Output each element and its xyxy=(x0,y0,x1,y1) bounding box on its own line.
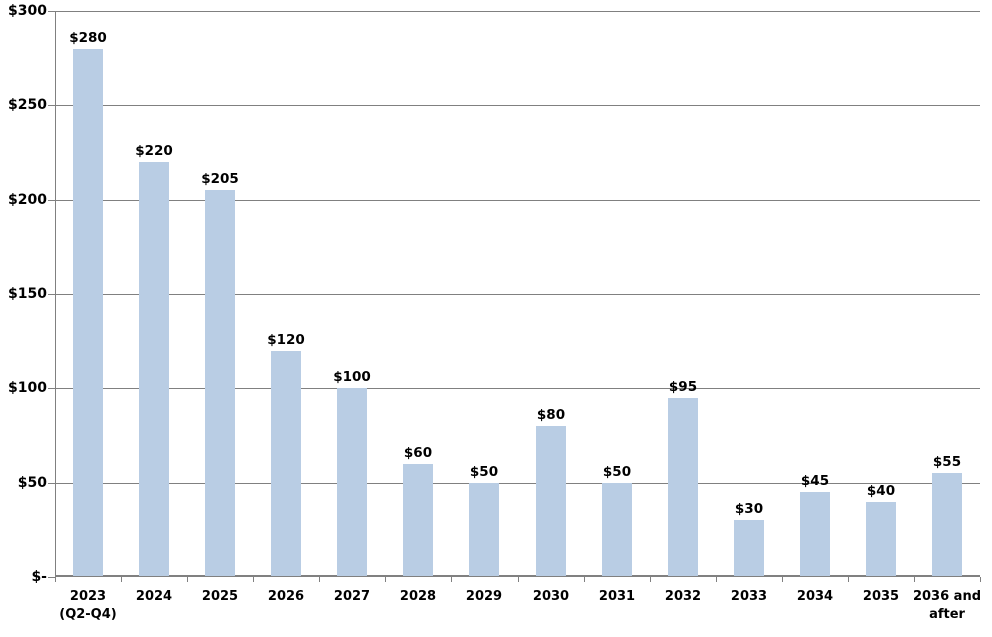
y-axis-tick xyxy=(48,200,55,201)
x-category-label: 2033 xyxy=(730,589,768,604)
y-axis-tick xyxy=(48,388,55,389)
bar xyxy=(800,492,830,576)
y-axis-tick xyxy=(48,11,55,12)
x-category-label: 2027 xyxy=(333,589,371,604)
x-axis-tick xyxy=(187,577,188,582)
bar-value-label: $40 xyxy=(866,483,896,499)
bar-value-label: $55 xyxy=(932,454,962,470)
bar-value-label: $45 xyxy=(800,473,830,489)
x-category-label: 2036 and after xyxy=(912,589,982,622)
x-axis-line xyxy=(55,575,980,577)
bar-value-label: $205 xyxy=(201,171,239,187)
bar-value-label: $30 xyxy=(734,501,764,517)
y-axis-line xyxy=(55,11,56,582)
x-category-label: 2029 xyxy=(465,589,503,604)
y-tick-label: $150 xyxy=(8,286,47,302)
x-category-label: 2032 xyxy=(664,589,702,604)
x-axis-tick xyxy=(55,577,56,582)
bar xyxy=(403,464,433,576)
bar-value-label: $50 xyxy=(602,464,632,480)
gridline xyxy=(55,200,980,201)
bar xyxy=(536,426,566,576)
x-axis-tick xyxy=(716,577,717,582)
x-category-label: 2023 (Q2-Q4) xyxy=(59,589,117,622)
x-axis-tick xyxy=(518,577,519,582)
x-category-label: 2035 xyxy=(862,589,900,604)
x-category-label: 2028 xyxy=(399,589,437,604)
bar xyxy=(668,398,698,576)
bar-value-label: $50 xyxy=(469,464,499,480)
bar xyxy=(73,49,103,576)
bar xyxy=(469,483,499,576)
x-category-label: 2026 xyxy=(267,589,305,604)
y-tick-label: $- xyxy=(31,569,47,585)
gridline xyxy=(55,105,980,106)
bar-value-label: $80 xyxy=(536,407,566,423)
bar-value-label: $60 xyxy=(403,445,433,461)
bar-value-label: $100 xyxy=(333,369,371,385)
bar xyxy=(271,351,301,576)
bar xyxy=(866,502,896,576)
bar-value-label: $120 xyxy=(267,332,305,348)
y-axis-tick xyxy=(48,105,55,106)
y-axis-tick xyxy=(48,577,55,578)
bar xyxy=(734,520,764,576)
y-tick-label: $50 xyxy=(17,475,47,491)
x-category-label: 2025 xyxy=(201,589,239,604)
bar xyxy=(602,483,632,576)
gridline xyxy=(55,388,980,389)
x-category-label: 2024 xyxy=(135,589,173,604)
y-tick-label: $300 xyxy=(8,3,47,19)
x-axis-tick xyxy=(914,577,915,582)
bar xyxy=(139,162,169,576)
gridline xyxy=(55,11,980,12)
bar xyxy=(337,388,367,576)
y-tick-label: $250 xyxy=(8,97,47,113)
x-axis-tick xyxy=(980,577,981,582)
y-tick-label: $100 xyxy=(8,380,47,396)
x-axis-tick xyxy=(121,577,122,582)
gridline xyxy=(55,294,980,295)
x-axis-tick xyxy=(319,577,320,582)
x-axis-tick xyxy=(782,577,783,582)
y-axis-tick xyxy=(48,483,55,484)
bar-value-label: $280 xyxy=(69,30,107,46)
y-tick-label: $200 xyxy=(8,192,47,208)
y-axis-tick xyxy=(48,294,55,295)
bar-value-label: $220 xyxy=(135,143,173,159)
bar xyxy=(932,473,962,576)
x-category-label: 2034 xyxy=(796,589,834,604)
x-axis-tick xyxy=(584,577,585,582)
bar xyxy=(205,190,235,576)
x-category-label: 2031 xyxy=(598,589,636,604)
x-category-label: 2030 xyxy=(532,589,570,604)
gridline xyxy=(55,483,980,484)
x-axis-tick xyxy=(385,577,386,582)
x-axis-tick xyxy=(451,577,452,582)
x-axis-tick xyxy=(848,577,849,582)
x-axis-tick xyxy=(253,577,254,582)
bar-value-label: $95 xyxy=(668,379,698,395)
x-axis-tick xyxy=(650,577,651,582)
